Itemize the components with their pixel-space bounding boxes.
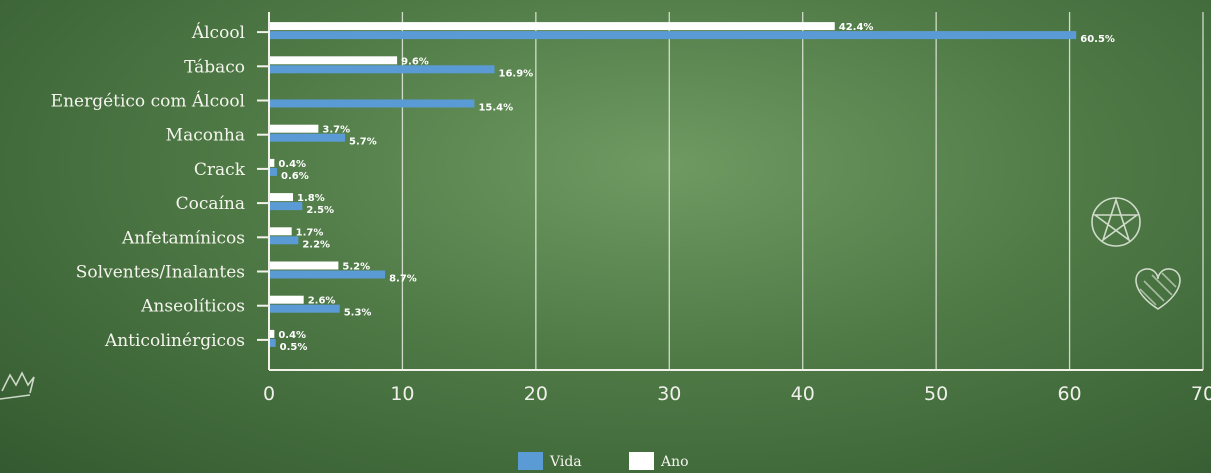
bar-ano [269,56,398,65]
bar-ano [269,124,319,133]
pentagram-icon [1091,197,1141,247]
bar-ano [269,261,339,270]
bar-vida [269,133,346,142]
crown-doodle-icon [0,371,35,400]
category-label: Cocaína [176,194,245,214]
legend-label-vida: Vida [549,454,582,470]
gridlines [401,12,1204,370]
value-label-vida: 60.5% [1080,34,1115,45]
value-labels: 42.4%60.5%9.6%16.9%15.4%3.7%5.7%0.4%0.6%… [278,22,1115,353]
value-label-vida: 15.4% [478,103,513,114]
legend: Vida Ano [518,452,689,470]
value-label-vida: 5.7% [349,137,377,148]
bar-vida [269,270,386,279]
value-label-ano: 9.6% [401,56,429,67]
bar-vida [269,236,299,245]
legend-label-ano: Ano [660,454,689,470]
bar-vida [269,99,475,108]
value-label-vida: 2.2% [302,239,330,250]
bars [269,22,1077,347]
value-label-vida: 2.5% [306,205,334,216]
heart-icon [1135,268,1181,310]
bar-vida [269,338,276,347]
category-label: Tábaco [184,57,245,77]
bar-vida [269,167,278,176]
x-tick-label: 40 [791,383,815,405]
value-label-vida: 16.9% [498,68,533,79]
bar-ano [269,22,835,31]
value-label-ano: 5.2% [342,262,370,273]
value-label-ano: 1.8% [297,193,325,204]
value-label-vida: 0.5% [280,342,308,353]
x-tick-label: 0 [263,383,275,405]
category-label: Anseolíticos [140,297,245,317]
bar-ano [269,295,304,304]
category-label: Maconha [166,126,245,146]
legend-swatch-ano [629,452,654,470]
bar-vida [269,202,303,211]
value-label-vida: 5.3% [344,308,372,319]
bar-vida [269,304,340,313]
x-tick-label: 20 [524,383,548,405]
bar-ano [269,329,275,338]
category-label: Solventes/Inalantes [76,263,245,283]
bar-ano [269,158,275,167]
bar-ano [269,193,294,202]
value-label-ano: 1.7% [296,227,324,238]
value-label-ano: 3.7% [322,125,350,136]
value-label-vida: 8.7% [389,274,417,285]
bar-ano [269,227,292,236]
x-tick-label: 30 [657,383,681,405]
value-label-ano: 42.4% [839,22,874,33]
category-label: Álcool [191,22,245,43]
bar-vida [269,31,1077,40]
axes: 0 10 20 30 40 50 60 70 Álcool Tábaco Energético co… [51,12,1211,405]
value-label-ano: 0.4% [278,330,306,341]
value-label-ano: 2.6% [308,296,336,307]
x-tick-label: 10 [390,383,414,405]
category-label: Anfetamínicos [121,228,245,248]
legend-swatch-vida [518,452,543,470]
category-label: Energético com Álcool [51,91,245,112]
category-label: Crack [194,160,246,180]
value-label-ano: 0.4% [278,159,306,170]
value-label-vida: 0.6% [281,171,309,182]
bar-vida [269,65,495,74]
category-label: Anticolinérgicos [104,331,245,351]
x-tick-label: 60 [1057,383,1081,405]
x-tick-label: 70 [1191,383,1211,405]
x-tick-label: 50 [924,383,948,405]
